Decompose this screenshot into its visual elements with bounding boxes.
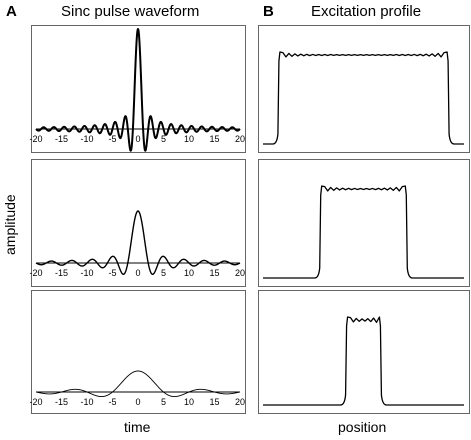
profile-panel-3	[258, 290, 470, 414]
profile-panel-2	[258, 159, 470, 287]
x-tick-label: -20	[29, 134, 42, 144]
x-tick-label: -5	[108, 134, 116, 144]
x-tick-label: 10	[184, 397, 194, 407]
x-tick-label: 5	[161, 268, 166, 278]
panel-b-letter: B	[263, 3, 274, 20]
x-tick-label: -15	[55, 268, 68, 278]
x-axis-label-position: position	[338, 419, 387, 435]
profile-panel-1	[258, 25, 470, 153]
x-tick-label: 15	[209, 397, 219, 407]
x-tick-label: 0	[135, 268, 140, 278]
sinc-panel-1	[31, 25, 246, 153]
x-tick-label: 15	[209, 134, 219, 144]
panel-a-title: Sinc pulse waveform	[61, 3, 200, 20]
x-tick-label: 5	[161, 397, 166, 407]
x-tick-label: -5	[108, 397, 116, 407]
x-tick-label: -10	[80, 134, 93, 144]
x-tick-label: -5	[108, 268, 116, 278]
x-axis-label-time: time	[124, 419, 151, 435]
x-tick-label: -20	[29, 397, 42, 407]
x-tick-label: 20	[235, 397, 245, 407]
x-tick-label: 0	[135, 397, 140, 407]
sinc-panel-3	[31, 290, 246, 414]
profile-curve-1	[263, 51, 464, 145]
x-tick-label: 15	[209, 268, 219, 278]
sinc-curve-1	[35, 28, 241, 152]
sinc-panel-2	[31, 159, 246, 287]
x-tick-label: -10	[80, 268, 93, 278]
x-tick-label: 10	[184, 268, 194, 278]
x-tick-label: -10	[80, 397, 93, 407]
panel-a-letter: A	[6, 3, 17, 20]
x-tick-label: 0	[135, 134, 140, 144]
x-tick-label: -15	[55, 134, 68, 144]
profile-curve-3	[263, 316, 464, 406]
x-tick-label: 20	[235, 134, 245, 144]
x-tick-label: 5	[161, 134, 166, 144]
sinc-curve-3	[35, 370, 241, 398]
profile-curve-2	[263, 185, 464, 279]
x-tick-label: -15	[55, 397, 68, 407]
sinc-curve-2	[35, 210, 241, 275]
x-tick-label: 20	[235, 268, 245, 278]
x-tick-label: 10	[184, 134, 194, 144]
x-tick-label: -20	[29, 268, 42, 278]
panel-b-title: Excitation profile	[311, 3, 422, 20]
